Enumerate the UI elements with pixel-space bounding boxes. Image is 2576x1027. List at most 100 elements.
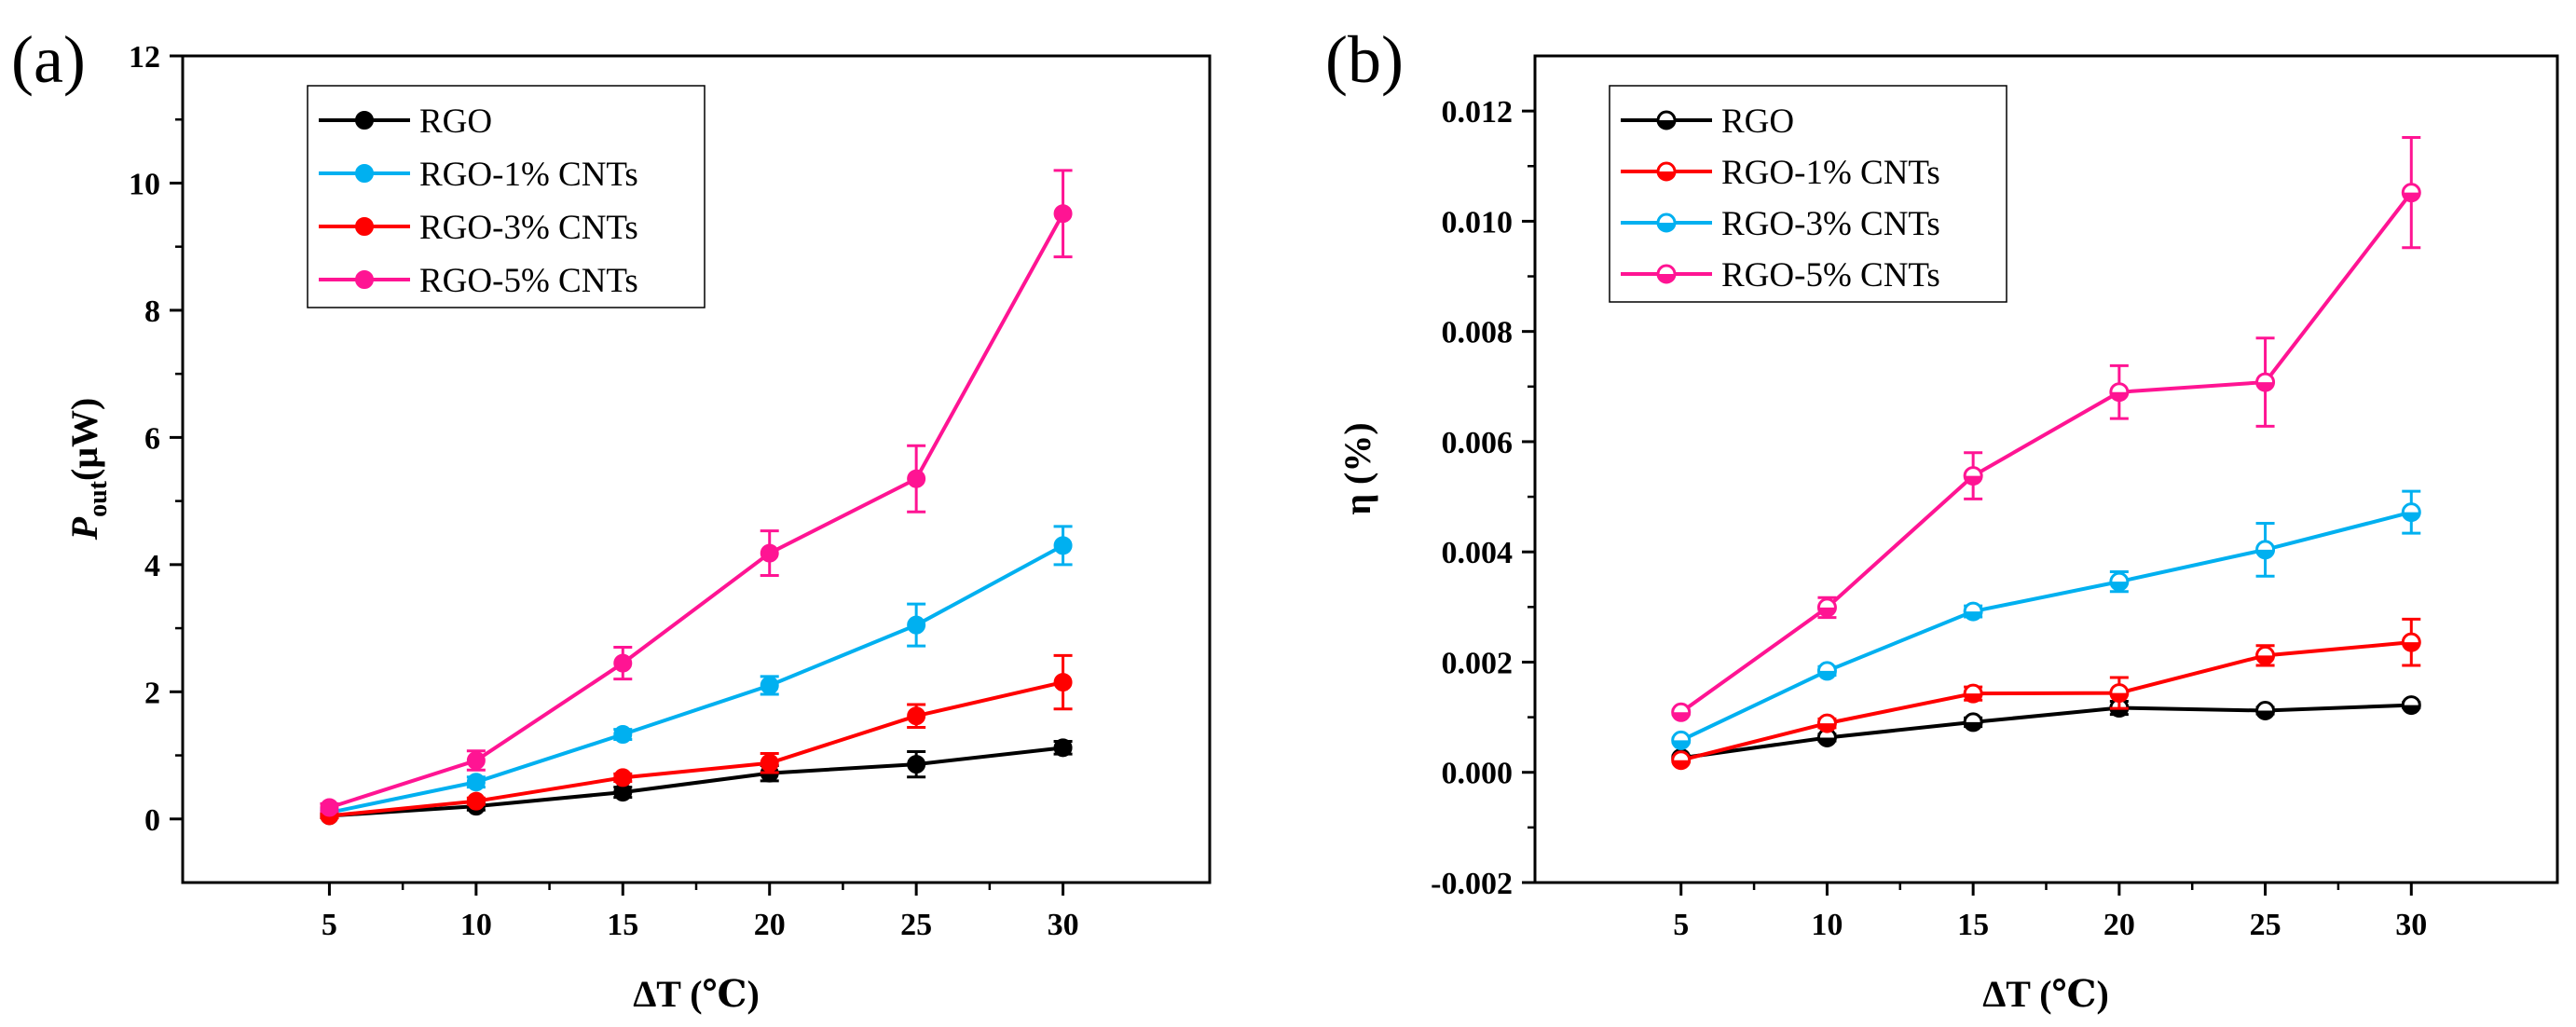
panel-b-series-3 bbox=[1671, 136, 2421, 722]
panel-b-legend-marker-fill bbox=[1658, 274, 1675, 282]
panel-b-data-point-fill bbox=[1818, 737, 1836, 746]
chart-panel-a: (a) 5 10 15 20 25 30 0 2 4 6 8 10 12 ΔT (℃) Pout(μW)… bbox=[11, 22, 1212, 1015]
panel-a-y-axis-title-main: P bbox=[63, 516, 105, 541]
panel-b-data-point-fill bbox=[1672, 712, 1690, 721]
panel-b-y-tick-label: 0.004 bbox=[1442, 536, 1514, 570]
panel-b-data-point bbox=[2401, 183, 2421, 203]
panel-a-series-1 bbox=[320, 525, 1073, 822]
panel-b-legend-label: RGO-5% CNTs bbox=[1721, 256, 1940, 294]
panel-b-legend-marker-fill bbox=[1658, 223, 1675, 231]
panel-a-x-tick-label: 25 bbox=[900, 908, 932, 942]
panel-b-series-2 bbox=[1671, 489, 2421, 750]
panel-a-series-2 bbox=[320, 653, 1073, 826]
panel-a-data-point bbox=[1053, 673, 1073, 692]
panel-b-series-line bbox=[1680, 703, 2412, 760]
panel-b-data-point-fill bbox=[1965, 693, 1982, 703]
panel-b-data-point-fill bbox=[1672, 760, 1690, 769]
panel-b-y-tick-label: 0.000 bbox=[1442, 757, 1514, 791]
panel-a-y-tick-label: 8 bbox=[144, 294, 160, 329]
panel-a-x-tick-label: 20 bbox=[754, 908, 786, 942]
panel-b-data-point-fill bbox=[2256, 710, 2274, 719]
panel-b-x-tick-label: 10 bbox=[1811, 908, 1843, 942]
panel-b-data-point bbox=[1963, 683, 1983, 704]
panel-b-data-point bbox=[1816, 597, 1837, 618]
panel-b-y-tick-label: 0.006 bbox=[1442, 426, 1514, 460]
panel-a-legend-marker bbox=[355, 111, 374, 130]
panel-b-series-line bbox=[1679, 510, 2412, 743]
panel-a-series-0 bbox=[320, 738, 1073, 826]
panel-b-series-0 bbox=[1671, 695, 2421, 768]
panel-a-data-point bbox=[320, 798, 339, 817]
panel-b-series-line bbox=[1680, 640, 2412, 762]
panel-b-legend-entry-2: RGO-3% CNTs bbox=[1621, 205, 1940, 243]
panel-b-x-tick-label: 25 bbox=[2250, 908, 2281, 942]
panel-b-y-axis-title: η (%) bbox=[1336, 422, 1378, 514]
panel-b-data-point bbox=[1816, 661, 1837, 681]
panel-b-data-point bbox=[2401, 502, 2421, 523]
panel-b-data-point-fill bbox=[1672, 740, 1690, 749]
panel-a-x-tick-label: 5 bbox=[322, 908, 337, 942]
panel-b-data-point bbox=[2109, 683, 2130, 704]
panel-b-data-point-fill bbox=[2403, 642, 2420, 651]
panel-b-legend: RGO RGO-1% CNTs RGO-3% CNTs RGO-5% CNTs bbox=[1609, 85, 2007, 303]
panel-b-data-point-fill bbox=[1818, 723, 1836, 733]
panel-b-data-point bbox=[2401, 632, 2421, 652]
panel-b-label: (b) bbox=[1325, 22, 1404, 97]
panel-a-legend-marker bbox=[355, 270, 374, 289]
panel-a-legend-label: RGO-3% CNTs bbox=[419, 209, 638, 247]
panel-a-legend-entry-1: RGO-1% CNTs bbox=[319, 156, 638, 194]
panel-a-x-tick-label: 15 bbox=[607, 908, 638, 942]
panel-b-data-point-fill bbox=[2256, 655, 2274, 664]
panel-a-x-tick-label: 10 bbox=[460, 908, 492, 942]
panel-b-data-point bbox=[2109, 382, 2130, 403]
panel-b-series-1 bbox=[1671, 617, 2421, 771]
panel-b-data-point bbox=[2109, 571, 2130, 592]
panel-b-data-point-fill bbox=[2403, 512, 2420, 521]
panel-a-data-point bbox=[1053, 536, 1073, 555]
panel-a-series-line bbox=[328, 212, 1065, 810]
panel-a-data-point bbox=[907, 755, 926, 774]
panel-a-data-point bbox=[907, 615, 926, 635]
panel-b-y-tick-label: 0.002 bbox=[1442, 646, 1514, 680]
panel-a-y-tick-label: 4 bbox=[144, 549, 160, 583]
panel-b-y-tick-label: -0.002 bbox=[1431, 867, 1513, 901]
panel-b-y-tick-label: 0.012 bbox=[1442, 95, 1514, 130]
panel-b-data-point bbox=[2255, 645, 2276, 665]
panel-b-data-point-fill bbox=[2110, 582, 2128, 591]
panel-a-series-line bbox=[329, 746, 1063, 818]
panel-a-y-tick-label: 12 bbox=[129, 40, 160, 75]
panel-b-data-point bbox=[1816, 713, 1837, 733]
panel-a-label: (a) bbox=[11, 22, 86, 97]
panel-b-data-point bbox=[1671, 730, 1692, 750]
panel-b-x-tick-label: 15 bbox=[1957, 908, 1989, 942]
panel-b-legend-marker bbox=[1656, 161, 1677, 182]
panel-a-data-point bbox=[613, 725, 633, 745]
panel-b-plot-layer: 5 10 15 20 25 30 -0.002 0.000 0.002 0.004 0.006 0.0… bbox=[1431, 95, 2427, 942]
panel-a-legend: RGO RGO-1% CNTs RGO-3% CNTs RGO-5% CNTs bbox=[307, 85, 706, 308]
panel-b-data-point-fill bbox=[1818, 607, 1836, 616]
panel-b-x-tick-label: 30 bbox=[2395, 908, 2427, 942]
panel-a-y-axis-title-unit: (μW) bbox=[63, 398, 105, 481]
panel-a-data-point bbox=[1053, 738, 1073, 758]
panel-b-legend-marker bbox=[1656, 212, 1677, 233]
panel-b-data-point-fill bbox=[1818, 670, 1836, 679]
panel-b-data-point bbox=[1963, 466, 1983, 486]
panel-a-legend-label: RGO bbox=[419, 103, 492, 141]
panel-a-legend-entries: RGO RGO-1% CNTs RGO-3% CNTs RGO-5% CNTs bbox=[319, 103, 638, 300]
panel-b-legend-marker bbox=[1656, 110, 1677, 130]
panel-a-data-point bbox=[466, 750, 486, 770]
panel-a-y-tick-label: 0 bbox=[144, 803, 160, 838]
panel-a-data-point bbox=[613, 768, 633, 787]
panel-a-data-point bbox=[760, 543, 779, 563]
panel-a-data-point bbox=[907, 706, 926, 726]
panel-b-data-point-fill bbox=[2110, 391, 2128, 401]
panel-a-y-axis-title: Pout(μW) bbox=[63, 398, 113, 541]
panel-a-legend-marker bbox=[355, 164, 374, 183]
panel-a-legend-label: RGO-5% CNTs bbox=[419, 262, 638, 300]
panel-a-data-point bbox=[760, 753, 779, 773]
panel-b-legend-marker bbox=[1656, 264, 1677, 284]
panel-b-data-point-fill bbox=[1965, 475, 1982, 485]
panel-b-legend-entry-3: RGO-5% CNTs bbox=[1621, 256, 1940, 294]
panel-a-legend-entry-0: RGO bbox=[319, 103, 492, 141]
panel-b-y-tick-label: 0.008 bbox=[1442, 316, 1514, 350]
